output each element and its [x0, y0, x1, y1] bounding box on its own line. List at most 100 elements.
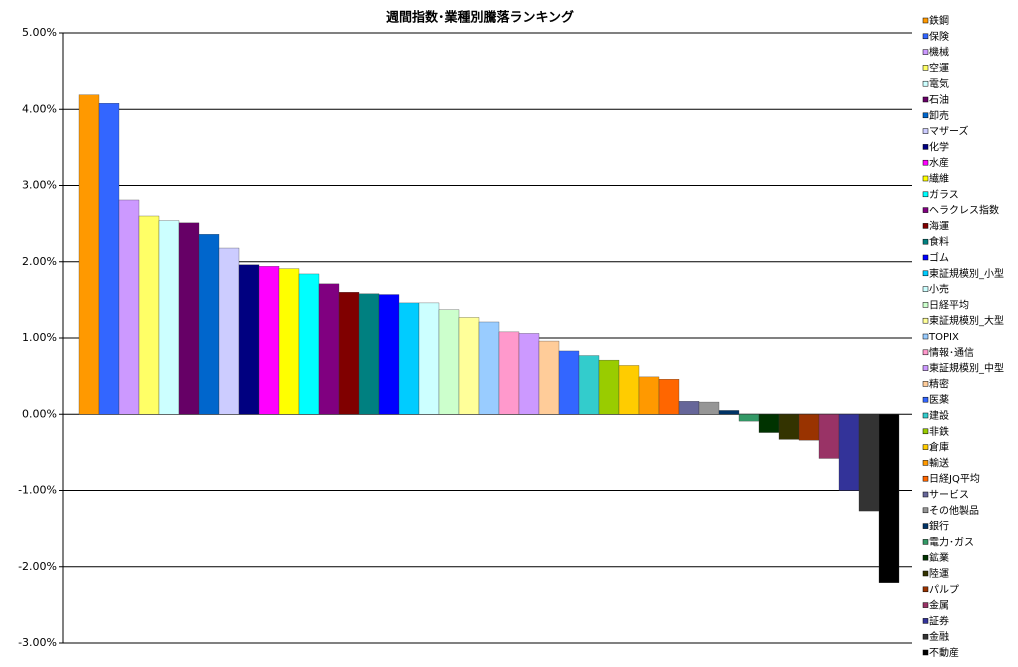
- legend-label: 証券: [929, 614, 949, 627]
- bar: [118, 199, 140, 415]
- legend-swatch: [922, 381, 929, 387]
- legend-label: 陸運: [929, 567, 949, 580]
- y-tick-label: 4.00%: [22, 102, 57, 115]
- legend-label: 水産: [929, 156, 949, 169]
- bar: [458, 317, 480, 415]
- legend-swatch: [922, 460, 929, 466]
- legend-swatch: [922, 302, 929, 308]
- legend-swatch: [922, 17, 929, 24]
- bar: [198, 234, 220, 415]
- bar: [98, 103, 120, 415]
- bar: [678, 401, 700, 415]
- bar: [298, 273, 320, 415]
- legend-label: 銀行: [929, 520, 949, 533]
- legend-swatch: [922, 602, 929, 608]
- legend-label: パルプ: [929, 584, 959, 596]
- bar: [498, 331, 520, 415]
- legend-swatch: [922, 270, 929, 277]
- bar: [478, 321, 500, 415]
- legend-label: 精密: [929, 377, 949, 390]
- legend-swatch: [922, 80, 929, 87]
- bar: [798, 414, 820, 441]
- legend-label: 電力･ガス: [929, 535, 974, 548]
- y-tick-label: -3.00%: [18, 636, 57, 649]
- bar: [378, 294, 400, 415]
- bar: [538, 340, 560, 415]
- bar: [718, 410, 740, 415]
- y-tick-label: -1.00%: [18, 484, 57, 497]
- legend-label: 金属: [929, 599, 949, 612]
- legend-label: 日経平均: [929, 298, 969, 311]
- legend-swatch: [922, 65, 929, 71]
- y-tick-label: 2.00%: [22, 255, 57, 268]
- bar: [598, 359, 620, 415]
- legend-label: 非鉄: [929, 425, 949, 438]
- legend-label: ヘラクレス指数: [929, 204, 999, 217]
- legend-label: その他製品: [929, 504, 979, 517]
- legend-label: 金融: [929, 630, 949, 643]
- bar: [858, 414, 880, 512]
- bar: [698, 401, 720, 415]
- legend-label: 保険: [929, 30, 949, 43]
- bar: [138, 215, 160, 415]
- y-tick-label: 3.00%: [22, 179, 57, 192]
- bar: [158, 220, 180, 415]
- legend-swatch: [922, 286, 929, 292]
- legend-swatch: [922, 159, 929, 166]
- legend-label: サービス: [929, 489, 969, 501]
- legend-label: ガラス: [929, 189, 959, 201]
- bar: [658, 379, 680, 415]
- bar: [878, 414, 900, 583]
- y-tick-label: 0.00%: [22, 407, 57, 420]
- legend-label: 食料: [929, 235, 949, 248]
- bar: [358, 293, 380, 415]
- legend-label: 鉱業: [929, 551, 949, 564]
- legend-swatch: [922, 491, 929, 498]
- legend-swatch: [922, 649, 929, 656]
- legend-label: 石油: [929, 93, 949, 106]
- legend-swatch: [922, 428, 929, 435]
- bar: [618, 365, 640, 415]
- legend-swatch: [922, 396, 929, 403]
- chart-title: 週間指数･業種別騰落ランキング: [386, 10, 574, 26]
- bar: [418, 302, 440, 415]
- legend-label: 倉庫: [929, 441, 949, 454]
- legend-label: 東証規模別_中型: [929, 362, 1004, 375]
- bar: [638, 376, 660, 415]
- legend-swatch: [922, 570, 929, 577]
- legend-label: マザーズ: [929, 125, 969, 138]
- bar: [738, 414, 760, 422]
- bar: [778, 414, 800, 440]
- legend-swatch: [922, 49, 929, 55]
- legend-label: 医薬: [929, 394, 949, 406]
- legend-swatch: [922, 112, 929, 119]
- legend-swatch: [922, 523, 929, 529]
- legend-swatch: [922, 539, 929, 545]
- legend-label: 情報･通信: [929, 346, 974, 359]
- legend-label: TOPIX: [928, 332, 959, 343]
- legend-label: 繊維: [929, 172, 949, 185]
- bar: [518, 333, 540, 415]
- bar: [218, 247, 240, 415]
- legend-swatch: [922, 128, 929, 134]
- legend-swatch: [922, 238, 929, 245]
- legend-swatch: [922, 254, 929, 261]
- legend-swatch: [922, 96, 929, 103]
- legend-swatch: [922, 175, 929, 182]
- legend-label: 不動産: [929, 646, 959, 659]
- legend-label: 海運: [929, 219, 949, 232]
- bar: [758, 414, 780, 433]
- y-tick-label: -2.00%: [18, 560, 57, 573]
- legend-label: 東証規模別_小型: [929, 267, 1004, 280]
- bar: [818, 414, 840, 459]
- legend-label: 化学: [929, 140, 949, 153]
- legend-label: 日経JQ平均: [929, 472, 980, 485]
- legend-swatch: [922, 333, 929, 340]
- legend-swatch: [922, 412, 929, 419]
- legend-swatch: [922, 317, 929, 324]
- bar: [178, 222, 200, 415]
- bar: [238, 264, 260, 415]
- bar: [578, 355, 600, 415]
- legend-swatch: [922, 475, 929, 482]
- legend-label: 鉄鋼: [929, 14, 949, 27]
